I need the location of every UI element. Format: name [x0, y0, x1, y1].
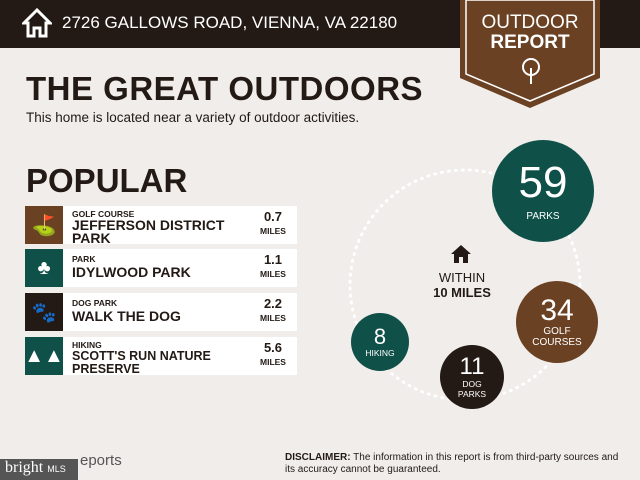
distance-value: 0.7 [263, 209, 283, 224]
address: 2726 GALLOWS ROAD, VIENNA, VA 22180 [62, 13, 398, 32]
parks-count: 59 PARKS [492, 140, 594, 242]
item-category: HIKING [72, 340, 102, 350]
distance-value: 5.6 [263, 340, 283, 355]
count-value: 34 [540, 294, 574, 327]
disclaimer: DISCLAIMER: The information in this repo… [285, 452, 625, 476]
distance-value: 2.2 [263, 296, 283, 311]
golf-courses-count: 34 GOLF COURSES [516, 281, 598, 363]
list-item: 🐾 DOG PARK WALK THE DOG 2.2 MILES [25, 293, 297, 331]
dog-parks-count: 11 DOG PARKS [440, 345, 504, 409]
golf-bag-icon: ⛳ [25, 206, 63, 244]
reports-logo: eports [80, 452, 122, 469]
item-distance: 2.2 MILES [255, 297, 291, 325]
item-name: IDYLWOOD PARK [72, 264, 191, 280]
distance-unit: MILES [260, 313, 286, 323]
popular-heading: POPULAR [26, 162, 188, 199]
item-category: PARK [72, 254, 96, 264]
count-label: PARKS [526, 210, 560, 222]
item-category: DOG PARK [72, 298, 118, 308]
item-distance: 0.7 MILES [255, 210, 291, 238]
page-title: THE GREAT OUTDOORS [26, 70, 424, 107]
logo-text: bright [5, 459, 44, 476]
item-distance: 1.1 MILES [255, 253, 291, 281]
count-label: DOG PARKS [457, 379, 487, 399]
disclaimer-text: The information in this report is from t… [285, 452, 619, 475]
count-value: 11 [459, 353, 485, 380]
item-name: SCOTT'S RUN NATURE PRESERVE [72, 349, 211, 376]
hiking-count: 8 HIKING [351, 313, 409, 371]
distance-value: 1.1 [263, 252, 283, 267]
item-name: JEFFERSON DISTRICT PARK [72, 217, 225, 246]
item-name: WALK THE DOG [72, 308, 181, 324]
park-icon: ♣ [25, 249, 63, 287]
badge-line1: OUTDOOR [481, 12, 579, 33]
logo-suffix: MLS [47, 464, 66, 474]
count-value: 59 [518, 157, 568, 207]
within-line2: 10 MILES [433, 285, 491, 300]
home-icon [22, 8, 52, 38]
within-line1: WITHIN [438, 270, 486, 285]
outdoor-report-badge: OUTDOOR REPORT [460, 0, 600, 108]
count-label: HIKING [365, 348, 395, 358]
distance-unit: MILES [260, 357, 286, 367]
tree-icon [522, 58, 540, 84]
badge-line2: REPORT [490, 32, 570, 53]
within-label: WITHIN 10 MILES [420, 270, 504, 300]
home-icon [451, 245, 471, 263]
count-value: 8 [373, 324, 387, 349]
distance-unit: MILES [260, 269, 286, 279]
item-category: GOLF COURSE [72, 209, 135, 219]
distance-unit: MILES [260, 226, 286, 236]
item-distance: 5.6 MILES [255, 341, 291, 369]
pine-trees-icon: ▲▲ [24, 337, 64, 375]
bright-mls-logo: bright MLS [0, 459, 78, 480]
subtitle: This home is located near a variety of o… [26, 110, 360, 125]
list-item: ⛳ GOLF COURSE JEFFERSON DISTRICT PARK 0.… [25, 206, 297, 246]
disclaimer-label: DISCLAIMER: [285, 452, 351, 463]
paw-icon: 🐾 [25, 293, 63, 331]
count-label: GOLF COURSES [532, 326, 582, 348]
list-item: ♣ PARK IDYLWOOD PARK 1.1 MILES [25, 249, 297, 287]
list-item: ▲▲ HIKING SCOTT'S RUN NATURE PRESERVE 5.… [24, 337, 297, 376]
